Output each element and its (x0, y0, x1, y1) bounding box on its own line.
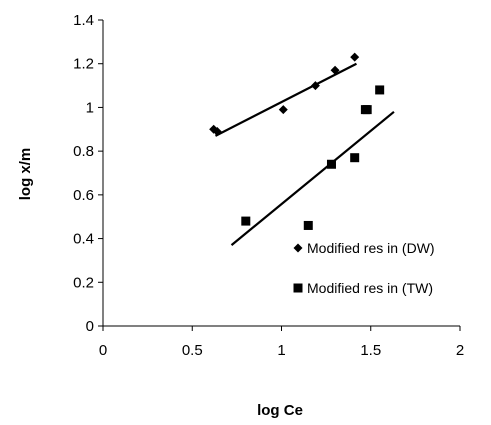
x-tick-label: 1.5 (360, 342, 381, 359)
data-point-series-2 (326, 159, 336, 169)
axes: 0 0.2 0.4 0.6 0.8 1 1.2 1.4 0 0.5 1 1.5 2 (73, 12, 464, 359)
legend-label-series-2: Modified res in (TW) (307, 280, 433, 296)
data-point-series-1 (310, 81, 320, 91)
data-points (209, 52, 385, 230)
y-tick-label: 1.2 (73, 56, 94, 73)
x-axis-title: log Ce (257, 402, 303, 419)
trendline-series-1 (214, 62, 357, 137)
x-tick-label: 0 (99, 342, 107, 359)
y-axis-title: log x/m (17, 148, 34, 201)
legend-label-series-1: Modified res in (DW) (307, 240, 435, 256)
y-tick-label: 0.4 (73, 231, 94, 248)
data-point-series-1 (330, 65, 340, 75)
x-tick-label: 1 (277, 342, 285, 359)
data-point-series-2 (362, 105, 372, 115)
y-tick-label: 1 (86, 99, 94, 116)
y-tick-label: 1.4 (73, 12, 94, 29)
data-point-series-1 (212, 126, 222, 136)
data-point-series-2 (241, 216, 251, 226)
data-point-series-1 (350, 52, 360, 62)
data-point-series-1 (278, 105, 288, 115)
y-tick-label: 0.8 (73, 143, 94, 160)
data-point-series-2 (375, 85, 385, 95)
legend-marker-series-1 (293, 243, 303, 253)
y-tick-label: 0.2 (73, 274, 94, 291)
data-point-series-2 (303, 220, 313, 230)
trendlines (214, 62, 395, 246)
x-tick-label: 2 (456, 342, 464, 359)
y-tick-label: 0 (86, 318, 94, 335)
legend: Modified res in (DW) Modified res in (TW) (293, 240, 435, 296)
x-tick-label: 0.5 (182, 342, 203, 359)
y-tick-label: 0.6 (73, 187, 94, 204)
legend-marker-series-2 (293, 283, 303, 293)
data-point-series-2 (350, 153, 360, 163)
trendline-series-2 (230, 110, 395, 246)
